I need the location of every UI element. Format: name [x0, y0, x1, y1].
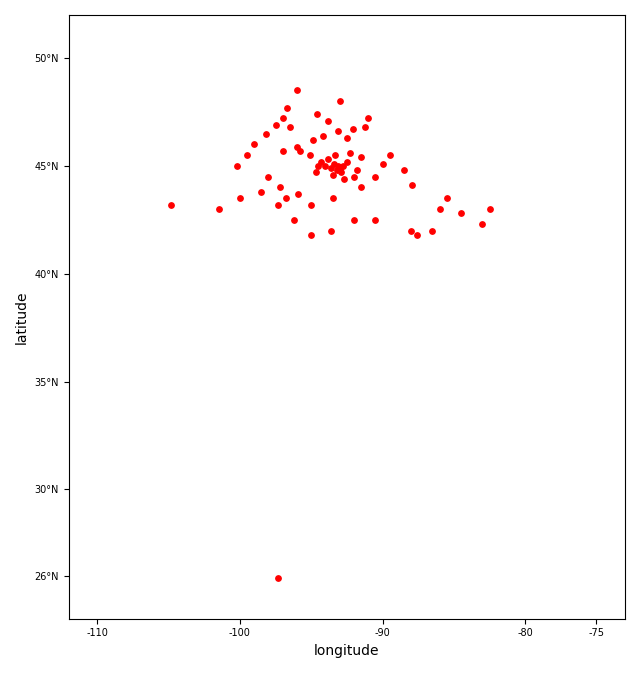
Point [308, 135, 318, 145]
Point [328, 169, 338, 180]
Point [310, 167, 321, 178]
Point [166, 199, 177, 210]
Point [292, 141, 302, 152]
Point [313, 161, 323, 172]
Point [321, 161, 331, 172]
Point [263, 172, 273, 182]
Point [249, 139, 259, 150]
Point [213, 204, 223, 215]
Point [329, 158, 339, 169]
Point [342, 133, 352, 143]
Point [289, 215, 300, 225]
X-axis label: longitude: longitude [314, 644, 380, 658]
Point [306, 199, 316, 210]
Point [275, 182, 285, 193]
Point [305, 150, 315, 161]
Point [323, 115, 333, 126]
Point [406, 225, 416, 236]
Point [378, 158, 388, 169]
Point [271, 120, 281, 131]
Point [339, 174, 349, 184]
Point [317, 131, 328, 141]
Point [335, 96, 345, 106]
Point [363, 113, 373, 124]
Point [316, 156, 326, 167]
Point [336, 167, 346, 178]
Point [306, 229, 316, 240]
Point [294, 145, 305, 156]
Point [335, 163, 345, 174]
Point [412, 229, 422, 240]
Point [349, 215, 359, 225]
Point [330, 150, 340, 161]
Point [273, 199, 284, 210]
Point [428, 225, 438, 236]
Point [285, 122, 295, 133]
Point [293, 188, 303, 199]
Point [360, 122, 371, 133]
Point [333, 161, 344, 172]
Y-axis label: latitude: latitude [15, 290, 29, 344]
Point [328, 193, 338, 204]
Point [337, 161, 348, 172]
Point [332, 165, 342, 176]
Point [333, 126, 344, 137]
Point [323, 154, 333, 165]
Point [242, 150, 252, 161]
Point [352, 165, 362, 176]
Point [292, 85, 302, 96]
Point [371, 172, 381, 182]
Point [342, 156, 352, 167]
Point [326, 163, 337, 174]
Point [477, 219, 488, 229]
Point [408, 180, 418, 190]
Point [349, 172, 359, 182]
Point [273, 572, 284, 583]
Point [484, 204, 495, 215]
Point [442, 193, 452, 204]
Point [260, 128, 271, 139]
Point [385, 150, 395, 161]
Point [356, 152, 366, 163]
Point [280, 193, 291, 204]
Point [235, 193, 245, 204]
Point [278, 113, 288, 124]
Point [348, 124, 358, 135]
Point [278, 145, 288, 156]
Point [282, 102, 292, 113]
Point [256, 186, 266, 197]
Point [312, 109, 322, 120]
Point [232, 161, 242, 172]
Point [435, 204, 445, 215]
Point [456, 208, 466, 219]
Point [344, 147, 355, 158]
Point [399, 165, 409, 176]
Point [326, 225, 337, 236]
Point [356, 182, 366, 193]
Point [371, 215, 381, 225]
